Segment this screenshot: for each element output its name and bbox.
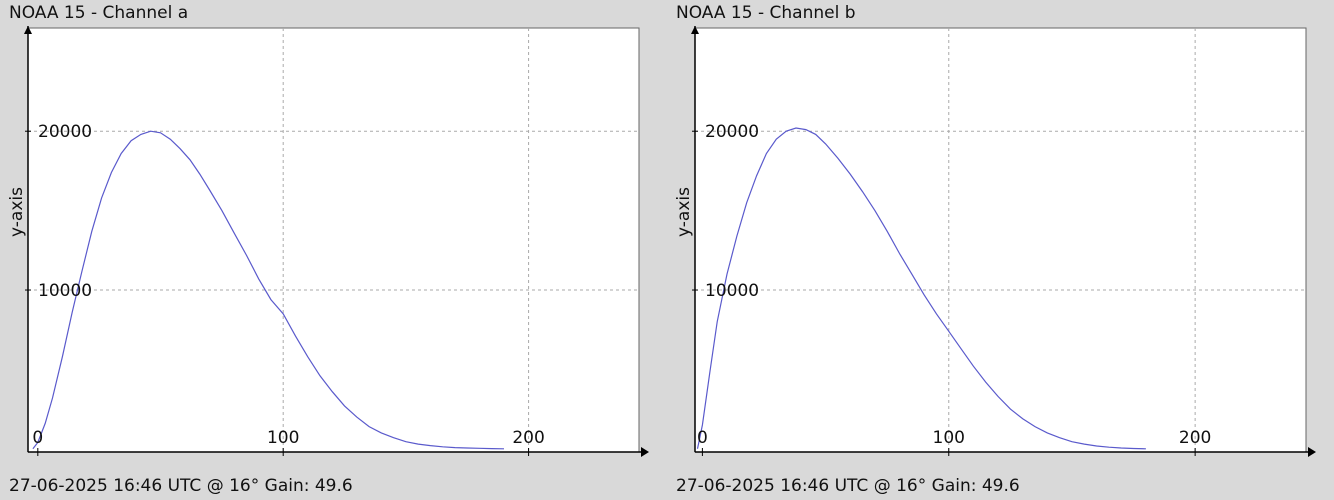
x-axis-arrow (641, 447, 649, 457)
x-tick-label: 100 (267, 428, 299, 448)
y-axis-arrow (691, 26, 699, 34)
y-tick-label: 10000 (38, 281, 92, 301)
chart-plot: 0 100 200 10000 20000 y-axis (7, 26, 649, 457)
chart-title: NOAA 15 - Channel b (676, 3, 856, 23)
series-line (32, 130, 505, 450)
series-line (696, 127, 1146, 450)
x-tick-label: 200 (512, 428, 544, 448)
chart-footer: 27-06-2025 16:46 UTC @ 16° Gain: 49.6 (9, 476, 353, 496)
plot-area (694, 27, 1307, 453)
chart-title: NOAA 15 - Channel a (9, 3, 189, 23)
y-axis-label: y-axis (674, 187, 694, 237)
plot-area (27, 27, 640, 453)
chart-panel-b: NOAA 15 - Channel b 0 100 200 10000 20000 y-a… (667, 0, 1334, 500)
x-axis-arrow (1308, 447, 1316, 457)
y-tick-label: 20000 (705, 122, 759, 142)
chart-panel-a: NOAA 15 - Channel a 0 100 200 10000 20000 y-a… (7, 3, 649, 496)
x-tick-label: 0 (697, 428, 708, 448)
chart-footer: 27-06-2025 16:46 UTC @ 16° Gain: 49.6 (676, 476, 1020, 496)
y-tick-label: 20000 (38, 122, 92, 142)
x-tick-label: 100 (933, 428, 965, 448)
y-axis-label: y-axis (7, 187, 27, 237)
y-tick-label: 10000 (705, 281, 759, 301)
x-tick-label: 0 (32, 428, 43, 448)
x-tick-label: 200 (1179, 428, 1211, 448)
chart-plot: 0 100 200 10000 20000 y-axis (674, 26, 1316, 457)
y-axis-arrow (24, 26, 32, 34)
